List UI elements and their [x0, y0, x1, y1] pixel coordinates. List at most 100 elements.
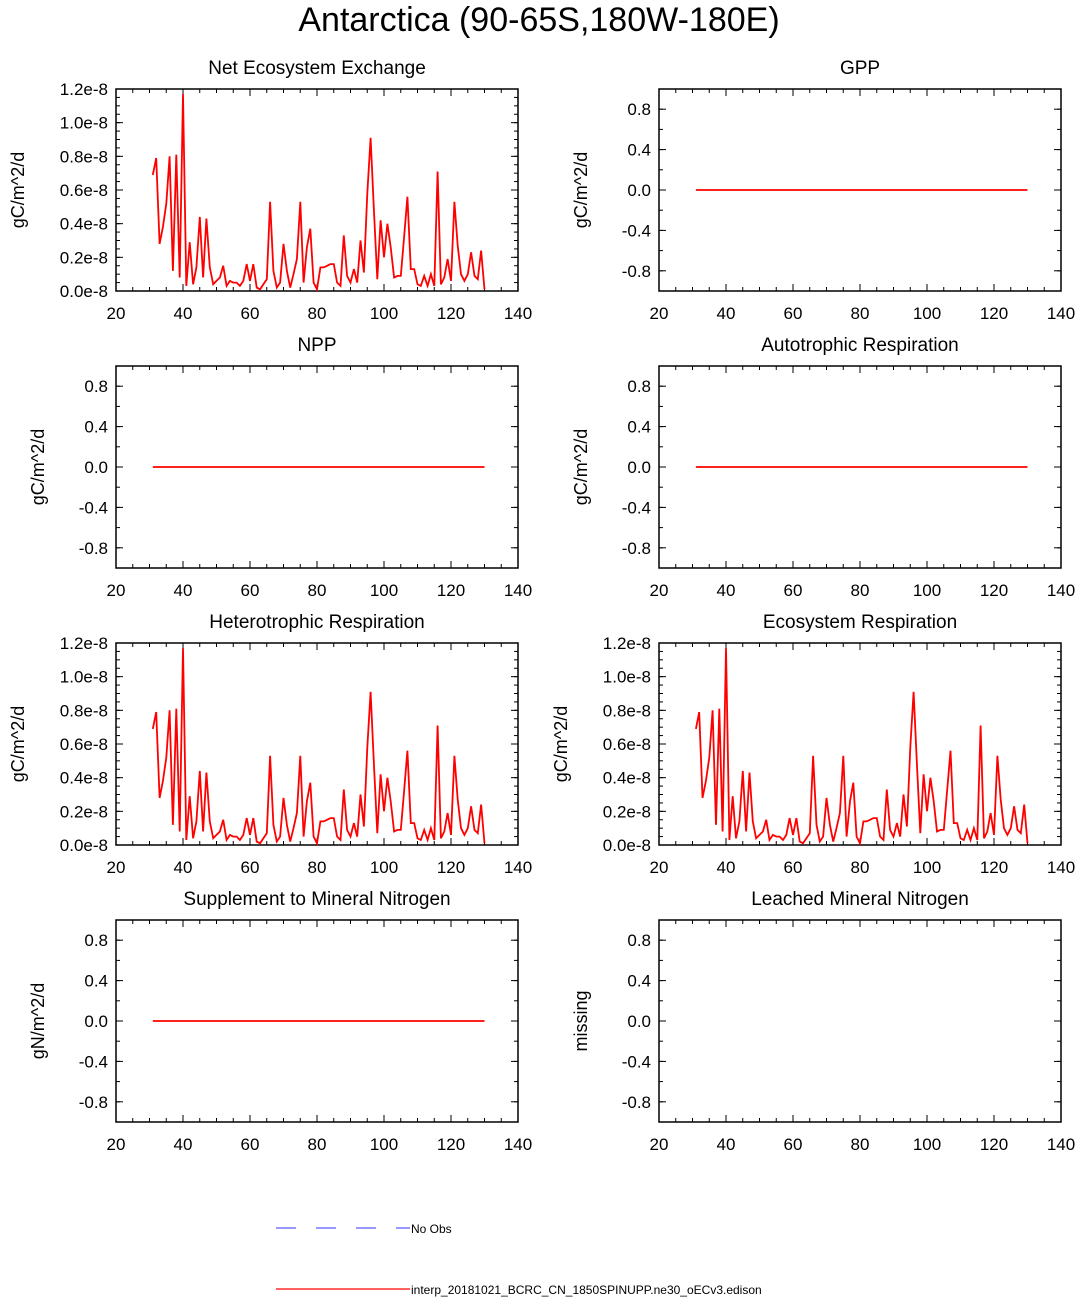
y-tick-label: 0.8 [627, 377, 651, 396]
y-tick-label: -0.8 [622, 262, 651, 281]
x-tick-label: 40 [174, 858, 193, 877]
x-tick-label: 80 [851, 581, 870, 600]
panel-title: GPP [840, 58, 880, 79]
x-tick-label: 120 [980, 581, 1008, 600]
x-tick-label: 120 [980, 858, 1008, 877]
y-tick-label: 0.2e-8 [60, 248, 108, 267]
y-tick-label: 0.8 [84, 377, 108, 396]
plot-frame [658, 919, 1062, 1123]
y-tick-label: 0.0e-8 [60, 836, 108, 855]
x-tick-label: 40 [717, 858, 736, 877]
panel-title: Net Ecosystem Exchange [208, 58, 426, 79]
y-tick-label: 1.2e-8 [60, 80, 108, 99]
panel-4: 20 40 60 80 100 120 140 -0.8 -0.4 0.0 0.4 0.8 Autotr… [571, 335, 1075, 600]
y-tick-label: 0.4 [84, 418, 108, 437]
y-axis-label: gC/m^2/d [8, 152, 28, 228]
y-tick-label: 0.8 [627, 931, 651, 950]
x-tick-label: 60 [241, 581, 260, 600]
plot-frame [115, 642, 519, 846]
series-line-1 [695, 648, 1029, 847]
y-tick-label: 0.0 [627, 181, 651, 200]
panel-6: 20 40 60 80 100 120 140 0.0e-8 0.2e-8 0.4e-8 0.6e-… [551, 612, 1075, 877]
panel-3: 20 40 60 80 100 120 140 -0.8 -0.4 0.0 0.4 0.8 NPP gC/… [28, 335, 532, 600]
y-tick-label: 1.0e-8 [60, 668, 108, 687]
y-axis-label: gC/m^2/d [551, 706, 571, 782]
x-tick-label: 60 [784, 1135, 803, 1154]
y-tick-label: 0.8e-8 [60, 147, 108, 166]
y-tick-label: 0.4 [627, 972, 651, 991]
x-tick-label: 140 [504, 581, 532, 600]
x-tick-label: 80 [851, 858, 870, 877]
panel-title: Autotrophic Respiration [761, 335, 959, 356]
y-tick-label: 0.2e-8 [60, 802, 108, 821]
x-tick-label: 120 [980, 1135, 1008, 1154]
x-tick-label: 80 [308, 581, 327, 600]
y-tick-label: 0.0 [84, 1012, 108, 1031]
x-tick-label: 100 [913, 304, 941, 323]
x-tick-label: 80 [308, 304, 327, 323]
series-line-1 [151, 648, 486, 847]
plot-frame [658, 642, 1062, 846]
plot-frame [115, 88, 519, 292]
y-tick-label: 0.2e-8 [603, 802, 651, 821]
y-tick-label: 0.0 [84, 458, 108, 477]
y-tick-label: -0.4 [79, 498, 108, 517]
x-tick-label: 100 [913, 1135, 941, 1154]
legend-no-obs-label: No Obs [411, 1222, 452, 1236]
y-axis-label: gC/m^2/d [571, 152, 591, 228]
panel-8: 20 40 60 80 100 120 140 -0.8 -0.4 0.0 0.4 0.8 Leache… [571, 889, 1075, 1154]
x-tick-label: 100 [370, 858, 398, 877]
y-tick-label: 0.0 [627, 458, 651, 477]
x-tick-label: 100 [370, 1135, 398, 1154]
x-tick-label: 20 [107, 858, 126, 877]
panel-2: 20 40 60 80 100 120 140 -0.8 -0.4 0.0 0.4 0.8 GPP gC/… [571, 58, 1075, 323]
x-tick-label: 20 [650, 304, 669, 323]
y-tick-label: -0.4 [622, 221, 651, 240]
panel-1: 20 40 60 80 100 120 140 0.0e-8 0.2e-8 0.4e-8 0.6e-… [8, 58, 532, 323]
y-tick-label: 0.8 [627, 100, 651, 119]
x-tick-label: 120 [980, 304, 1008, 323]
y-tick-label: 1.0e-8 [60, 114, 108, 133]
x-tick-label: 40 [717, 304, 736, 323]
x-tick-label: 20 [650, 1135, 669, 1154]
x-tick-label: 100 [370, 304, 398, 323]
y-tick-label: -0.4 [622, 1052, 651, 1071]
y-tick-label: 1.2e-8 [603, 634, 651, 653]
y-tick-label: 1.0e-8 [603, 668, 651, 687]
x-tick-label: 80 [851, 304, 870, 323]
x-tick-label: 140 [1047, 858, 1075, 877]
panel-title: Heterotrophic Respiration [209, 612, 424, 633]
y-tick-label: -0.8 [79, 539, 108, 558]
x-tick-label: 60 [784, 581, 803, 600]
y-tick-label: 0.6e-8 [60, 735, 108, 754]
y-tick-label: -0.8 [622, 539, 651, 558]
x-tick-label: 40 [174, 1135, 193, 1154]
x-tick-label: 40 [717, 581, 736, 600]
x-tick-label: 20 [107, 304, 126, 323]
y-tick-label: 0.4e-8 [60, 215, 108, 234]
x-tick-label: 100 [913, 581, 941, 600]
y-tick-label: -0.4 [79, 1052, 108, 1071]
panel-title: Leached Mineral Nitrogen [751, 889, 969, 910]
panel-5: 20 40 60 80 100 120 140 0.0e-8 0.2e-8 0.4e-8 0.6e-… [8, 612, 532, 877]
x-tick-label: 20 [650, 858, 669, 877]
y-tick-label: 1.2e-8 [60, 634, 108, 653]
panel-title: Ecosystem Respiration [763, 612, 957, 633]
x-tick-label: 140 [504, 1135, 532, 1154]
x-tick-label: 60 [241, 1135, 260, 1154]
x-tick-label: 40 [174, 304, 193, 323]
y-axis-label: gC/m^2/d [28, 429, 48, 505]
y-tick-label: 0.4 [84, 972, 108, 991]
x-tick-label: 60 [241, 304, 260, 323]
x-tick-label: 140 [504, 304, 532, 323]
x-tick-label: 20 [650, 581, 669, 600]
x-tick-label: 140 [1047, 304, 1075, 323]
y-axis-label: gN/m^2/d [28, 983, 48, 1059]
legend-no-obs-line [276, 1227, 410, 1229]
figure-title: Antarctica (90-65S,180W-180E) [298, 1, 780, 39]
x-tick-label: 100 [913, 858, 941, 877]
y-tick-label: 0.4e-8 [603, 769, 651, 788]
x-tick-label: 140 [1047, 581, 1075, 600]
y-axis-label: gC/m^2/d [8, 706, 28, 782]
